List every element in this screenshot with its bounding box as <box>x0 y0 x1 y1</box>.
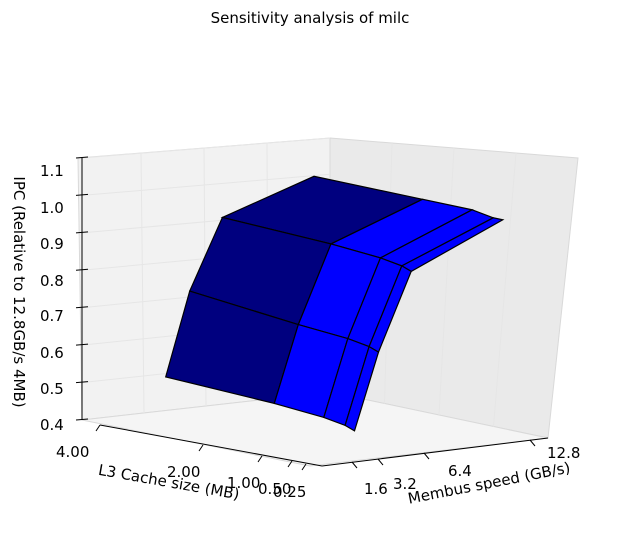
membus-axis-label: Membus speed (GB/s) <box>406 459 571 508</box>
surface <box>164 175 505 432</box>
cache-tick <box>287 460 293 468</box>
z-tick <box>75 193 89 196</box>
grid-line <box>140 152 145 414</box>
z-tick-label: 1.0 <box>40 199 64 217</box>
tick-marks <box>75 156 536 471</box>
cache-tick-label: 2.00 <box>167 463 200 481</box>
membus-tick <box>529 439 536 447</box>
z-tick-label: 0.6 <box>40 344 64 362</box>
membus-tick-labels: 1.6 3.2 6.4 12.8 <box>364 444 580 498</box>
grid-line <box>438 147 455 416</box>
cache-tick-labels: 4.00 2.00 1.00 0.50 0.25 <box>56 443 306 501</box>
membus-tick-label: 12.8 <box>547 444 580 462</box>
z-tick-labels: 0.4 0.5 0.6 0.7 0.8 0.9 1.0 1.1 <box>40 162 64 434</box>
cache-tick <box>95 424 101 432</box>
cache-tick-label: 4.00 <box>56 443 89 461</box>
z-tick <box>75 418 89 421</box>
surface-patch <box>344 345 380 432</box>
z-axis-label: IPC (Relative to 12.8GB/s 4MB) <box>10 176 28 407</box>
z-tick-label: 0.7 <box>40 307 64 325</box>
membus-tick <box>351 461 358 469</box>
z-tick-label: 0.4 <box>40 416 64 434</box>
membus-axis-line <box>321 437 549 467</box>
cache-tick <box>257 455 263 463</box>
membus-tick <box>377 458 384 466</box>
z-tick <box>75 156 89 159</box>
cache-tick <box>301 463 307 471</box>
z-tick-label: 0.9 <box>40 235 64 253</box>
cache-tick-label: 1.00 <box>227 474 260 492</box>
membus-tick-label: 3.2 <box>393 475 417 493</box>
z-tick <box>75 343 89 346</box>
z-tick-label: 0.8 <box>40 272 64 290</box>
membus-tick <box>423 452 430 460</box>
axes <box>81 158 549 467</box>
cache-tick-label: 0.50 <box>258 480 291 498</box>
grid-line <box>81 137 331 159</box>
z-tick <box>75 268 89 271</box>
z-tick <box>75 306 89 309</box>
z-tick-label: 0.5 <box>40 380 64 398</box>
chart-title: Sensitivity analysis of milc <box>211 9 410 27</box>
membus-tick-label: 6.4 <box>448 462 472 480</box>
membus-tick-label: 1.6 <box>364 480 388 498</box>
cache-axis-line <box>99 424 323 467</box>
z-tick-label: 1.1 <box>40 162 64 180</box>
z-tick <box>75 231 89 234</box>
grid-line <box>81 173 331 196</box>
cache-tick-label: 0.25 <box>273 483 306 501</box>
cache-tick <box>198 444 204 452</box>
z-tick <box>75 381 89 384</box>
grid-line <box>493 152 517 427</box>
